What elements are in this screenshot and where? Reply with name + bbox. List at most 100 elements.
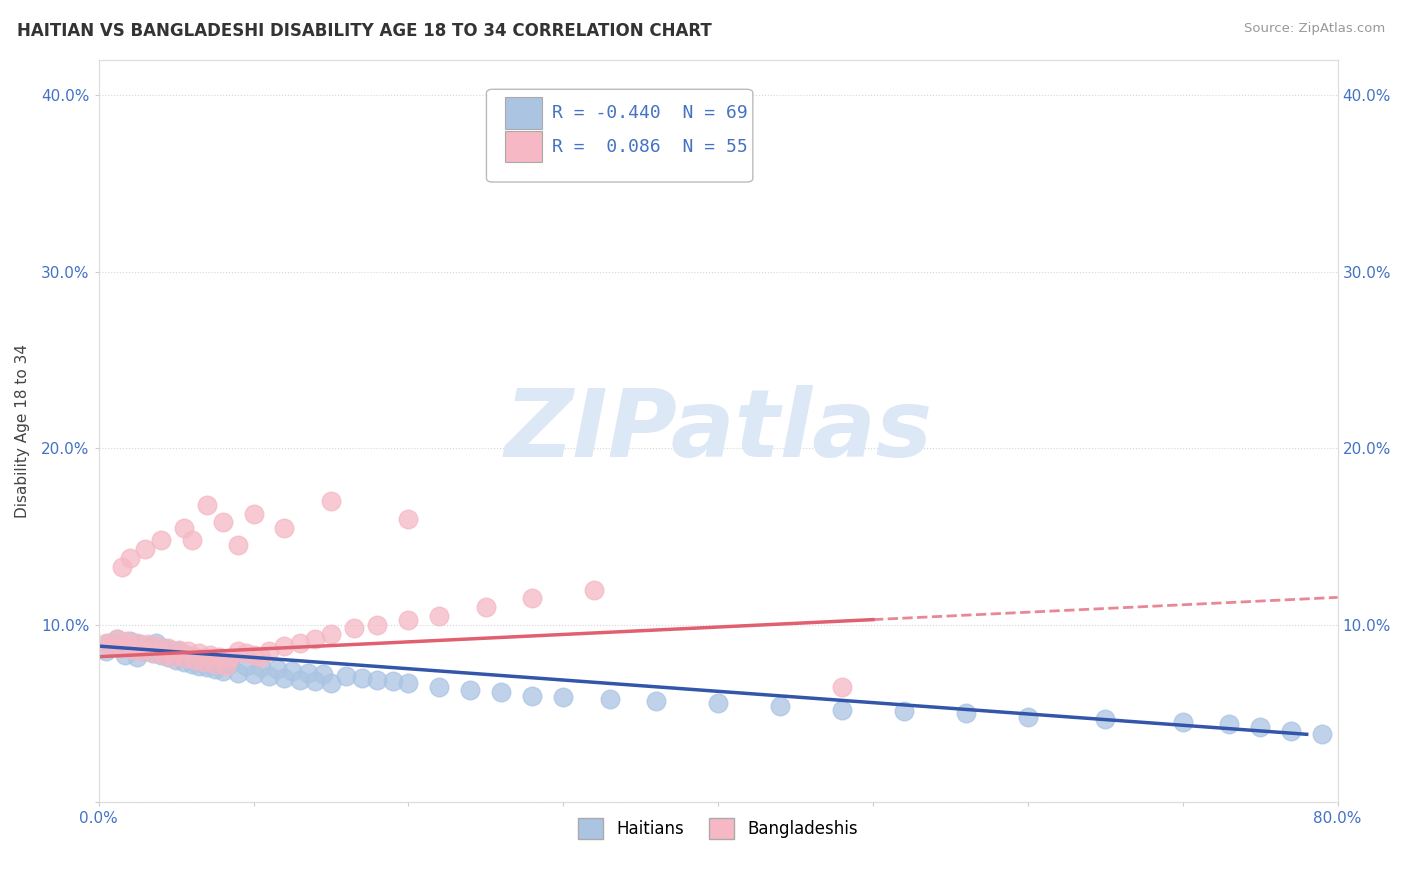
Point <box>131 644 153 658</box>
Point <box>226 644 249 658</box>
Point <box>350 671 373 685</box>
FancyBboxPatch shape <box>505 131 543 162</box>
Point <box>111 559 134 574</box>
Point <box>96 644 118 658</box>
Point <box>142 646 165 660</box>
Point <box>173 521 195 535</box>
Point <box>207 655 229 669</box>
Point <box>522 591 544 606</box>
Point <box>167 642 190 657</box>
Point <box>183 649 205 664</box>
Point <box>134 644 156 658</box>
Point <box>304 674 326 689</box>
Point <box>157 649 180 664</box>
Point <box>1017 710 1039 724</box>
Point <box>188 646 211 660</box>
Point <box>129 637 152 651</box>
Point <box>180 533 202 548</box>
Point <box>366 673 388 687</box>
Point <box>142 646 165 660</box>
Point <box>219 657 242 671</box>
Point <box>198 653 221 667</box>
Point <box>226 538 249 552</box>
Point <box>522 689 544 703</box>
Point <box>266 662 288 676</box>
Point <box>242 648 264 662</box>
Point <box>1279 723 1302 738</box>
Point <box>427 680 450 694</box>
Point <box>250 649 273 664</box>
Point <box>312 667 335 681</box>
Point <box>180 657 202 671</box>
Point <box>460 683 482 698</box>
Point <box>707 696 730 710</box>
Point <box>304 632 326 646</box>
Point <box>343 622 366 636</box>
FancyBboxPatch shape <box>505 97 543 128</box>
Point <box>273 521 295 535</box>
Point <box>235 646 257 660</box>
Point <box>146 639 169 653</box>
Point <box>149 533 172 548</box>
Point <box>281 664 304 678</box>
Point <box>242 667 264 681</box>
Point <box>1171 715 1194 730</box>
Point <box>149 648 172 662</box>
Point <box>96 635 118 649</box>
Point <box>335 669 357 683</box>
Point <box>599 692 621 706</box>
Point <box>177 644 200 658</box>
Point <box>115 633 138 648</box>
Point <box>288 673 311 687</box>
Point <box>583 582 606 597</box>
Point <box>160 642 183 657</box>
Point <box>195 498 218 512</box>
Point <box>250 660 273 674</box>
Point <box>396 676 419 690</box>
Point <box>136 637 159 651</box>
Point <box>893 705 915 719</box>
Point <box>204 662 226 676</box>
Point <box>204 657 226 671</box>
Point <box>152 648 174 662</box>
Point <box>127 649 149 664</box>
Point <box>553 690 575 705</box>
Point <box>319 626 342 640</box>
Point <box>366 618 388 632</box>
Point <box>198 648 221 662</box>
Point <box>127 635 149 649</box>
Point <box>152 640 174 655</box>
Point <box>98 635 121 649</box>
Point <box>211 516 233 530</box>
Point <box>427 609 450 624</box>
Point <box>162 649 184 664</box>
Legend: Haitians, Bangladeshis: Haitians, Bangladeshis <box>571 812 865 846</box>
FancyBboxPatch shape <box>486 89 752 182</box>
Point <box>173 651 195 665</box>
Point <box>165 653 187 667</box>
Point <box>831 680 853 694</box>
Point <box>176 648 198 662</box>
Point <box>188 658 211 673</box>
Point <box>319 494 342 508</box>
Point <box>381 674 404 689</box>
Point <box>195 660 218 674</box>
Point <box>396 512 419 526</box>
Point <box>121 642 143 657</box>
Point <box>273 639 295 653</box>
Point <box>257 669 280 683</box>
Point <box>645 694 668 708</box>
Point <box>319 676 342 690</box>
Point <box>136 639 159 653</box>
Point <box>396 613 419 627</box>
Point <box>157 640 180 655</box>
Point <box>273 671 295 685</box>
Point <box>173 655 195 669</box>
Text: Source: ZipAtlas.com: Source: ZipAtlas.com <box>1244 22 1385 36</box>
Point <box>121 642 143 657</box>
Text: R = -0.440  N = 69: R = -0.440 N = 69 <box>553 104 748 122</box>
Point <box>219 651 242 665</box>
Point <box>191 651 214 665</box>
Point <box>105 632 128 646</box>
Y-axis label: Disability Age 18 to 34: Disability Age 18 to 34 <box>15 343 30 517</box>
